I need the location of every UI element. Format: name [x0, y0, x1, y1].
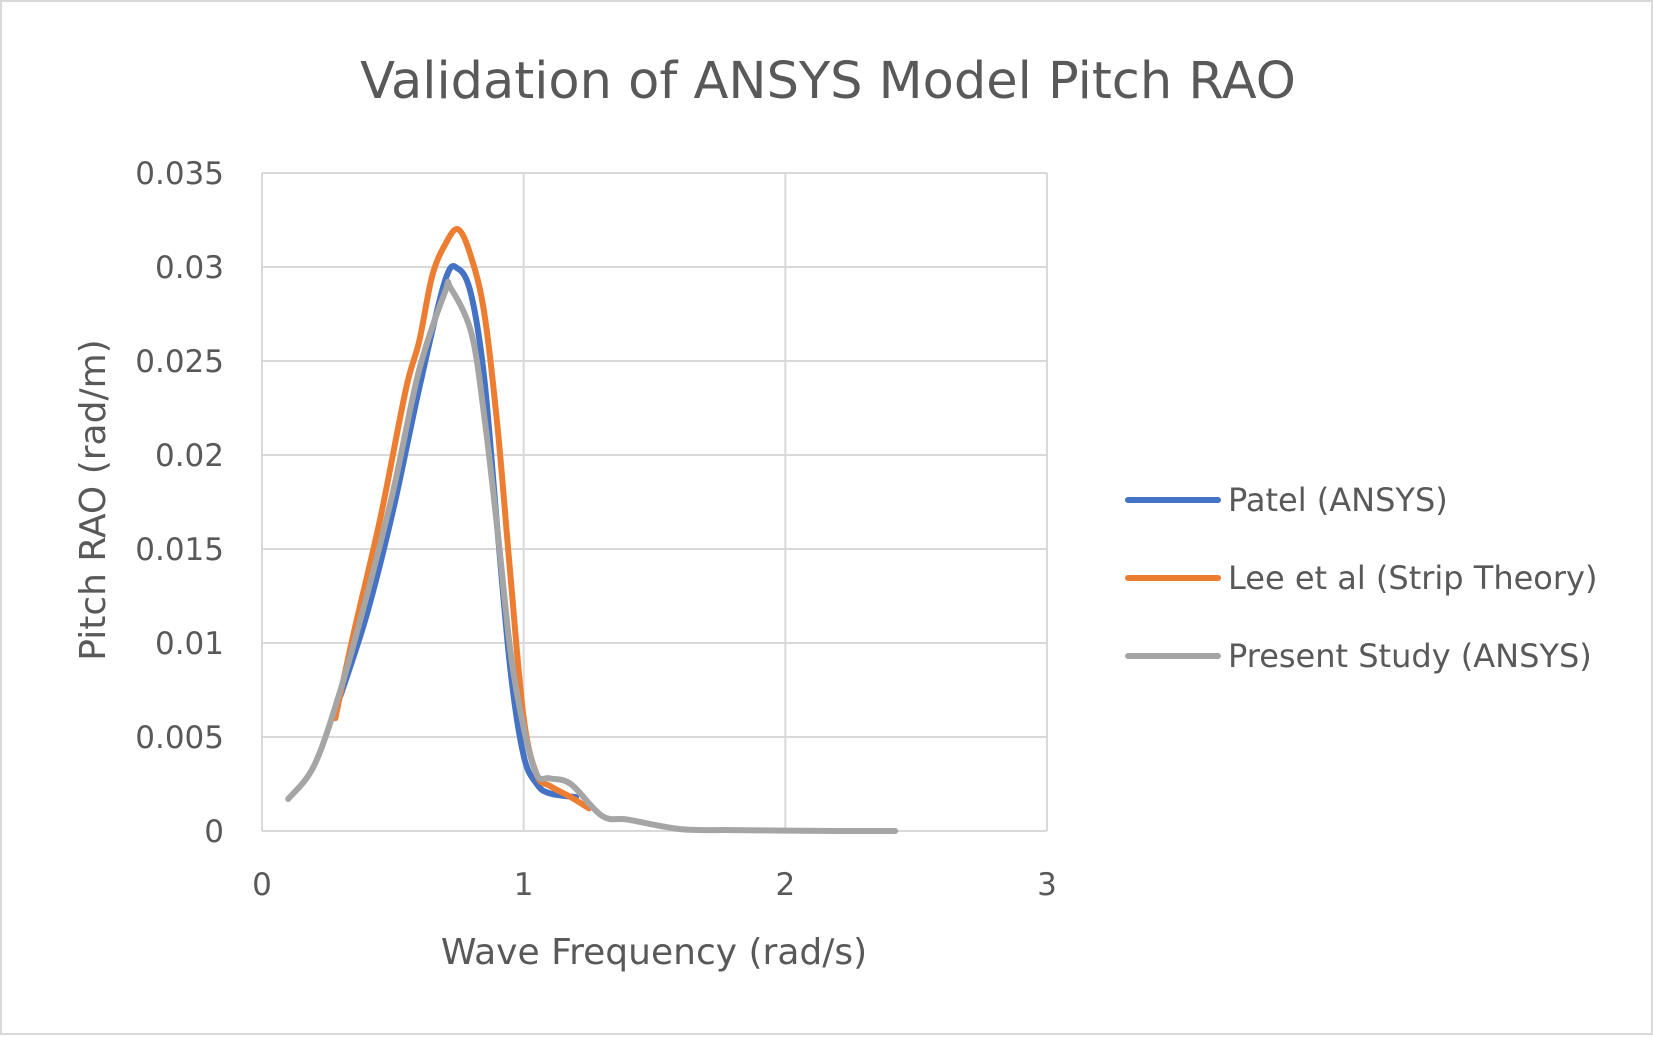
series-line-lee-et-al-strip-theory: [332, 226, 593, 812]
x-tick-label: 0: [252, 867, 272, 903]
y-tick-label: 0.005: [135, 720, 224, 756]
x-tick-label: 2: [775, 867, 795, 903]
chart-title: Validation of ANSYS Model Pitch RAO: [360, 52, 1296, 111]
y-tick-label: 0.03: [155, 250, 224, 286]
y-tick-label: 0.01: [155, 626, 224, 662]
series-line-patel-ansys: [337, 263, 579, 801]
legend-label-lee-et-al-strip-theory: Lee et al (Strip Theory): [1228, 559, 1597, 597]
y-tick-label: 0.02: [155, 438, 224, 474]
series-lines: [285, 226, 899, 835]
x-axis-ticks: 0 1 2 3: [252, 867, 1057, 903]
x-tick-label: 3: [1037, 867, 1057, 903]
legend: Patel (ANSYS) Lee et al (Strip Theory) Pre…: [1125, 481, 1597, 675]
legend-label-patel-ansys: Patel (ANSYS): [1228, 481, 1448, 519]
y-tick-label: 0: [204, 814, 224, 850]
series-line-present-study-ansys: [285, 278, 899, 835]
y-axis-ticks: 0 0.005 0.01 0.015 0.02 0.025 0.03 0.035: [135, 156, 224, 850]
x-axis-title: Wave Frequency (rad/s): [441, 932, 867, 973]
y-tick-label: 0.025: [135, 344, 224, 380]
y-axis-title: Pitch RAO (rad/m): [73, 339, 114, 660]
legend-label-present-study-ansys: Present Study (ANSYS): [1228, 637, 1592, 675]
x-tick-label: 1: [514, 867, 534, 903]
gridlines: [261, 172, 1048, 832]
y-tick-label: 0.035: [135, 156, 224, 192]
y-tick-label: 0.015: [135, 532, 224, 568]
